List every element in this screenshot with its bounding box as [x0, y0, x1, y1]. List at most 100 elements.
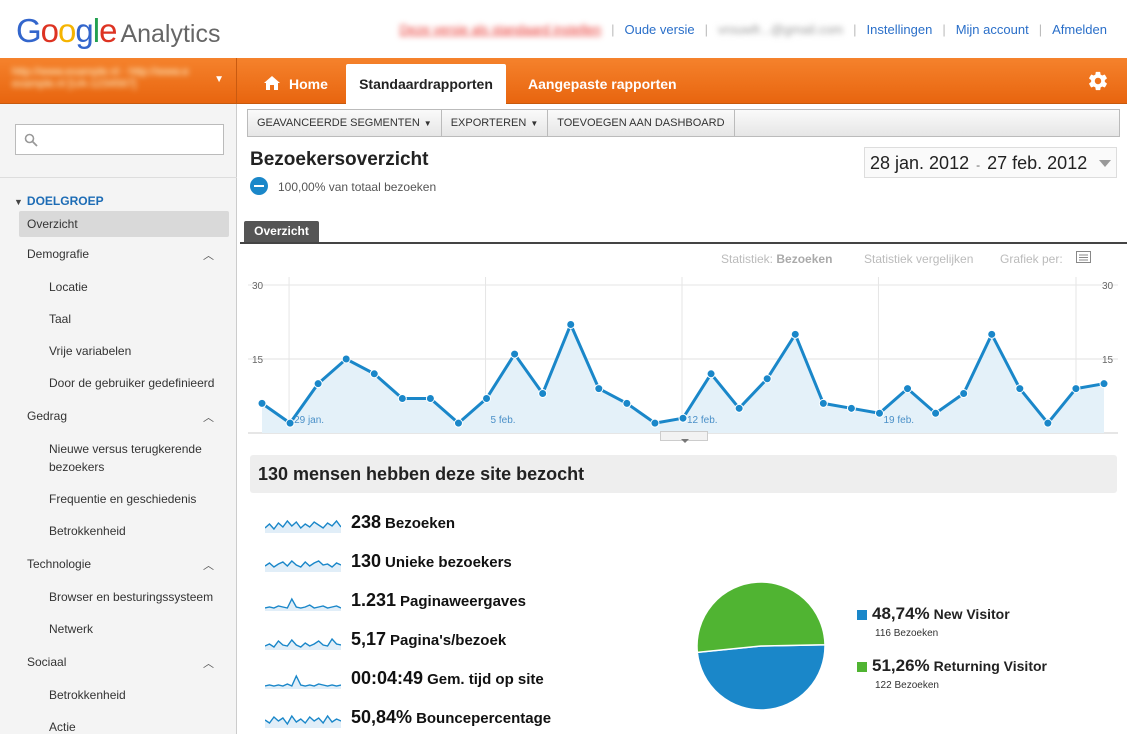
sparkline [265, 674, 341, 689]
link-separator: | [704, 22, 708, 37]
sidebar-item-betrokkenheid[interactable]: Betrokkenheid [49, 524, 126, 538]
y-tick-label: 15 [252, 355, 264, 366]
main-nav: http://www.example.nl - http://www.e exa… [0, 58, 1127, 104]
logout-link[interactable]: Afmelden [1052, 22, 1107, 37]
export-button[interactable]: EXPORTEREN ▼ [442, 110, 549, 136]
compare-metric-link[interactable]: Statistiek vergelijken [864, 252, 974, 266]
x-tick-label: 5 feb. [491, 415, 516, 426]
my-account-link[interactable]: Mijn account [955, 22, 1029, 37]
button-label: EXPORTEREN [450, 117, 527, 129]
metric-label: Bezoeken [385, 515, 456, 532]
section-title-label: DOELGROEP [26, 194, 104, 208]
sidebar-item-vrije-variabelen[interactable]: Vrije variabelen [49, 344, 132, 358]
data-point [874, 408, 884, 418]
sparkline-area [265, 599, 341, 611]
chart-resize-handle[interactable] [660, 431, 708, 443]
user-email: vrouwfr...@gmail.com [717, 22, 844, 37]
sidebar-item-taal[interactable]: Taal [49, 312, 72, 326]
sidebar-divider [0, 177, 237, 178]
search-icon [24, 133, 38, 147]
link-separator: | [611, 22, 615, 37]
tab-custom-reports[interactable]: Aangepaste rapporten [528, 76, 677, 92]
data-point [903, 384, 913, 394]
sparkline [265, 597, 341, 611]
legend-pct: 48,74% [872, 604, 930, 623]
data-point [762, 374, 772, 384]
add-to-dashboard-button[interactable]: TOEVOEGEN AAN DASHBOARD [548, 110, 735, 136]
sidebar-item-netwerk[interactable]: Netwerk [49, 622, 94, 636]
data-point [959, 389, 969, 399]
sparkline-line [265, 560, 341, 568]
settings-link[interactable]: Instellingen [866, 22, 933, 37]
graph-options-icon[interactable] [1076, 251, 1091, 263]
data-point [790, 329, 800, 339]
set-default-link[interactable]: Deze versie als standaard instellen [399, 22, 602, 37]
series-area [262, 324, 1104, 433]
account-line-1: http://www.example.nl - http://www.e [12, 66, 189, 78]
chevron-up-icon: ︿ [203, 412, 214, 424]
caret-down-icon: ▼ [423, 119, 432, 128]
data-point [1099, 379, 1109, 389]
link-separator: | [853, 22, 857, 37]
sidebar-section-doelgroep[interactable]: ▼ DOELGROEP [14, 194, 104, 208]
legend-label: Returning Visitor [933, 658, 1047, 674]
tab-home[interactable]: Home [245, 64, 346, 104]
sparkline-area [265, 521, 341, 533]
gear-icon[interactable] [1087, 70, 1109, 92]
summary-banner: 130 mensen hebben deze site bezocht [250, 455, 1117, 493]
sparkline-line [265, 714, 341, 726]
visitor-type-pie-chart [696, 581, 826, 711]
advanced-segments-button[interactable]: GEAVANCEERDE SEGMENTEN ▼ [248, 110, 442, 136]
legend-visits: 122 Bezoeken [875, 680, 939, 691]
sidebar-item-frequentie[interactable]: Frequentie en geschiedenis [49, 492, 197, 506]
account-selector[interactable]: http://www.example.nl - http://www.e exa… [0, 58, 237, 104]
sidebar-item-door-gebruiker[interactable]: Door de gebruiker gedefinieerd [49, 376, 215, 390]
metric-label: Gem. tijd op site [427, 671, 544, 688]
sidebar-item-nieuwe-terugkerende[interactable]: Nieuwe versus terugkerende bezoekers [49, 442, 202, 474]
old-version-link[interactable]: Oude versie [624, 22, 695, 37]
sidebar-item-locatie[interactable]: Locatie [49, 280, 88, 294]
sidebar-item-gedrag[interactable]: Gedrag ︿ [27, 409, 227, 424]
tab-standard-reports[interactable]: Standaardrapporten [346, 64, 506, 104]
google-analytics-logo[interactable]: Google Analytics [16, 12, 221, 49]
metric-value: 130 Unieke bezoekers [351, 551, 512, 571]
date-separator: - [976, 158, 981, 172]
legend-swatch [857, 610, 867, 620]
sparkline-line [265, 674, 341, 687]
metric-label: Unieke bezoekers [385, 554, 512, 571]
sidebar-item-technologie[interactable]: Technologie ︿ [27, 557, 227, 572]
data-point [285, 418, 295, 428]
sidebar-item-demografie[interactable]: Demografie ︿ [27, 247, 227, 262]
metric-label: Paginaweergaves [400, 593, 526, 610]
data-point [678, 413, 688, 423]
sidebar-item-betrokkenheid-sociaal[interactable]: Betrokkenheid [49, 688, 126, 702]
sparkline [265, 637, 341, 650]
dropdown-arrow-icon [1099, 160, 1111, 167]
data-point [313, 379, 323, 389]
metric-value: 50,84% Bouncepercentage [351, 707, 552, 727]
sparkline-area [265, 676, 341, 689]
metric-value: Bezoeken [776, 252, 833, 266]
sidebar-item-browser[interactable]: Browser en besturingssysteem [49, 590, 214, 604]
metric-label: Bouncepercentage [416, 710, 552, 727]
tab-overzicht[interactable]: Overzicht [244, 221, 319, 242]
metric-selector[interactable]: Statistiek: Bezoeken [721, 252, 832, 266]
sidebar-item-sociaal[interactable]: Sociaal ︿ [27, 655, 227, 670]
metric-value: 238 Bezoeken [351, 512, 456, 532]
sidebar-item-overzicht[interactable]: Overzicht [19, 211, 229, 237]
data-point [931, 408, 941, 418]
link-separator: | [942, 22, 946, 37]
visits-line-chart: 30 30 15 15 29 jan. 5 feb. 12 feb. 19 feb. [248, 277, 1118, 434]
date-range-picker[interactable]: 28 jan. 2012 - 27 feb. 2012 [864, 147, 1117, 178]
tab-home-label: Home [289, 76, 328, 92]
page-title: Bezoekersoverzicht [250, 149, 429, 170]
sidebar-item-label: Technologie [27, 557, 92, 571]
metric-value: 1.231 Paginaweergaves [351, 590, 526, 610]
y-tick-label: 30 [1102, 281, 1114, 292]
data-point [987, 329, 997, 339]
x-tick-label: 29 jan. [294, 415, 324, 426]
data-point [1015, 384, 1025, 394]
search-input[interactable] [15, 124, 224, 155]
sidebar-item-actie[interactable]: Actie [49, 720, 76, 734]
data-point [453, 418, 463, 428]
